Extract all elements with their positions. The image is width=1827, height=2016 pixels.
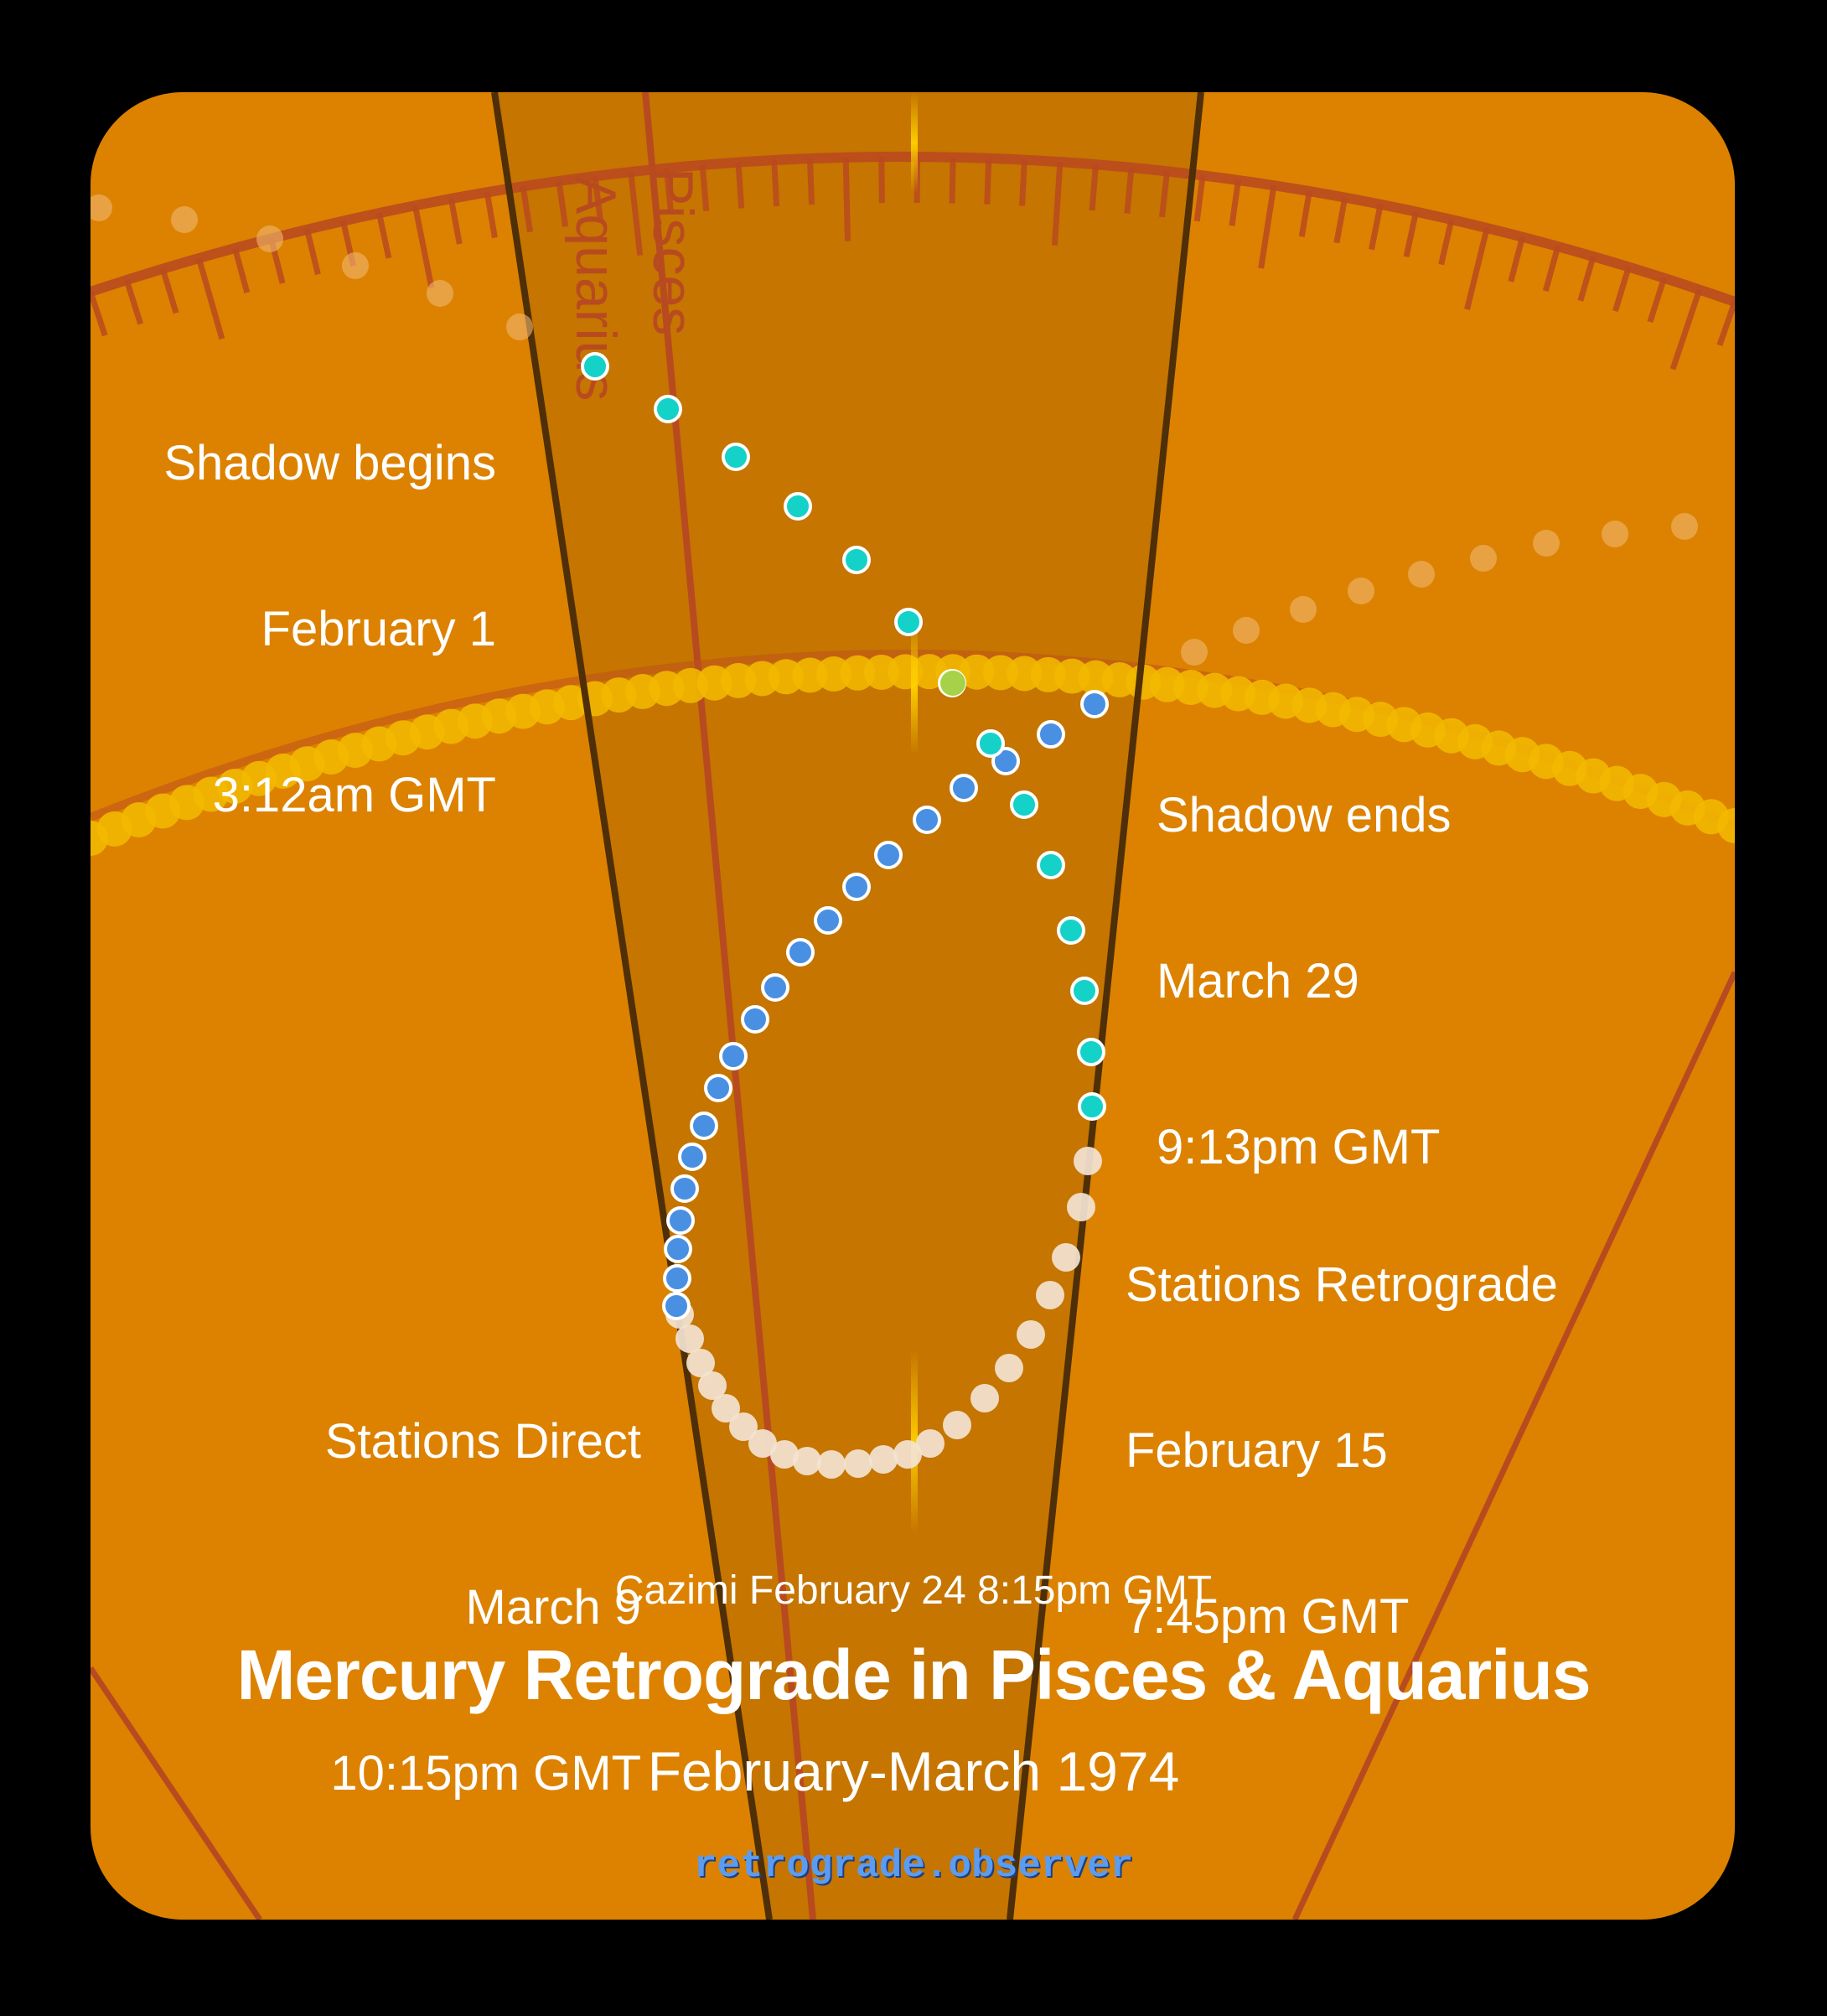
retrograde-dot [1067,1193,1095,1221]
pre-shadow-dot [85,194,112,221]
post-retrograde-shadow-dot [706,1075,731,1101]
page-title: Mercury Retrograde in Pisces & Aquarius [0,1635,1827,1716]
post-shadow-dot [1602,521,1628,547]
ecliptic-tick [774,160,777,206]
retrograde-dot [970,1384,999,1412]
retrograde-dot [869,1445,898,1474]
post-shadow-dot [1290,596,1317,623]
sign-label-pisces: Pisces [641,168,705,335]
sun-ray-top [911,92,918,193]
pre-retrograde-shadow-dot [655,396,681,422]
retrograde-dot [817,1450,846,1479]
shadow-ends-date: March 29 [1157,954,1451,1009]
ecliptic-tick [952,158,953,204]
retrograde-dot [1052,1243,1080,1272]
sun-ray-mid [911,620,918,754]
pre-retrograde-shadow-dot [1038,853,1064,878]
retrograde-dot [675,1324,704,1353]
ecliptic-tick [1022,160,1025,206]
post-retrograde-shadow-dot [951,775,976,801]
pre-retrograde-shadow-dot [844,547,869,573]
shadow-begins-label: Shadow begins February 1 3:12am GMT [117,325,496,934]
post-retrograde-shadow-dot [914,807,939,832]
post-retrograde-shadow-dot [844,874,869,899]
post-retrograde-shadow-dot [815,908,841,933]
post-retrograde-shadow-dot [1082,692,1107,717]
pre-shadow-dot [506,314,533,340]
stations-direct-title: Stations Direct [201,1414,641,1469]
shadow-begins-date: February 1 [117,602,496,657]
pre-retrograde-shadow-dot [896,609,921,635]
cazimi-label: Cazimi February 24 8:15pm GMT [0,1568,1827,1614]
post-retrograde-shadow-dot [672,1176,697,1201]
retrograde-dot [1074,1147,1102,1175]
post-shadow-dot [1470,545,1497,572]
pre-retrograde-shadow-dot [1058,918,1084,943]
pre-retrograde-shadow-dot [1072,978,1097,1003]
post-shadow-dot [1671,513,1698,540]
pre-retrograde-shadow-dot [723,444,748,469]
post-retrograde-shadow-dot [668,1208,693,1233]
retrograde-dot [844,1449,872,1478]
post-retrograde-shadow-dot [876,842,901,868]
post-shadow-dot [1408,561,1435,588]
ecliptic-tick [738,163,742,209]
shadow-begins-title: Shadow begins [117,436,496,491]
post-shadow-dot [1181,639,1208,666]
post-retrograde-shadow-dot [691,1113,717,1138]
post-retrograde-shadow-dot [788,940,813,965]
post-shadow-dot [1233,617,1260,644]
retrograde-dot [893,1440,922,1469]
retrograde-dot [1017,1320,1045,1349]
stations-retrograde-date: February 15 [1126,1423,1558,1479]
post-retrograde-shadow-dot [1038,722,1064,747]
post-retrograde-shadow-dot [763,975,788,1000]
pre-retrograde-shadow-dot [1079,1094,1105,1119]
pre-retrograde-shadow-dot [785,494,810,519]
shadow-begins-time: 3:12am GMT [117,768,496,823]
pre-retrograde-shadow-dot [1012,792,1037,817]
post-retrograde-shadow-dot [721,1044,746,1069]
cazimi-dot [940,671,965,696]
post-retrograde-shadow-dot [664,1293,689,1319]
post-shadow-dot [1348,578,1374,604]
ecliptic-tick [987,158,989,205]
retrograde-dot [995,1354,1023,1382]
post-retrograde-shadow-dot [743,1007,768,1032]
pre-retrograde-shadow-dot [582,354,608,379]
pre-shadow-dot [256,225,283,252]
retrograde-dot [686,1349,715,1377]
post-retrograde-shadow-dot [665,1266,690,1291]
sun-dot [1717,808,1752,843]
site-link[interactable]: retrograde.observer [0,1844,1827,1888]
pre-shadow-dot [427,280,453,307]
date-range-subtitle: February-March 1974 [0,1739,1827,1803]
retrograde-dot [943,1411,971,1439]
post-retrograde-shadow-dot [680,1144,705,1169]
pre-retrograde-shadow-dot [1079,1039,1104,1065]
ecliptic-tick [1092,164,1095,210]
retrograde-dot [1036,1281,1064,1309]
post-retrograde-shadow-dot [665,1236,691,1262]
post-shadow-dot [1533,530,1560,557]
pre-retrograde-shadow-dot [978,731,1003,756]
ecliptic-tick [846,158,847,241]
stations-retrograde-title: Stations Retrograde [1126,1257,1558,1313]
pre-shadow-dot [342,252,369,279]
ecliptic-tick [810,158,811,205]
shadow-ends-title: Shadow ends [1157,788,1451,843]
pre-shadow-dot [171,206,198,233]
